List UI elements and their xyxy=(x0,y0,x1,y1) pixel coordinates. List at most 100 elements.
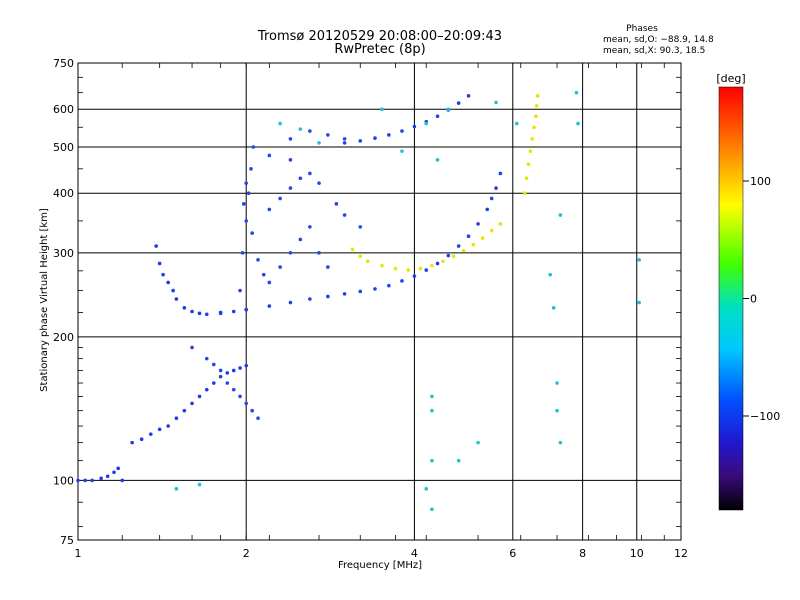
data-point xyxy=(298,127,303,131)
colorbar-tick-label: 0 xyxy=(750,293,757,306)
data-point xyxy=(418,266,423,271)
data-point xyxy=(244,219,249,223)
data-point xyxy=(576,121,580,126)
data-point xyxy=(551,306,556,310)
data-point xyxy=(424,121,429,126)
data-point xyxy=(250,408,254,413)
data-point xyxy=(231,309,236,314)
data-point xyxy=(380,263,384,268)
data-point xyxy=(317,181,321,185)
data-point xyxy=(534,114,538,119)
data-point xyxy=(298,237,303,242)
colorbar xyxy=(718,86,744,511)
data-point xyxy=(267,280,272,285)
data-point xyxy=(267,153,272,158)
data-point xyxy=(244,307,249,312)
data-point xyxy=(358,225,363,229)
data-point xyxy=(256,258,260,262)
data-point xyxy=(288,300,293,305)
chart-title: Tromsø 20120529 20:08:00–20:09:43 xyxy=(257,29,502,44)
data-point xyxy=(456,101,461,105)
data-point xyxy=(424,487,429,491)
data-point xyxy=(244,401,249,406)
data-point xyxy=(317,251,321,255)
data-point xyxy=(400,129,404,133)
data-point xyxy=(246,191,251,196)
data-point xyxy=(288,137,293,141)
data-point xyxy=(120,478,125,483)
data-point xyxy=(288,251,293,255)
colorbar-ticks: 100 0 −100 xyxy=(743,175,780,423)
x-tick-label: 2 xyxy=(243,547,250,560)
data-point xyxy=(461,248,466,253)
colorbar-tick-label: 100 xyxy=(750,175,771,188)
data-point xyxy=(161,272,165,277)
data-point xyxy=(116,466,120,471)
y-tick-label: 75 xyxy=(60,534,74,547)
data-point xyxy=(204,387,209,392)
data-point xyxy=(485,207,490,212)
data-point xyxy=(637,300,641,305)
data-point xyxy=(112,470,116,475)
data-point xyxy=(308,297,312,301)
data-point xyxy=(267,207,272,212)
data-point xyxy=(90,478,94,483)
grid-lines xyxy=(78,63,681,540)
data-point xyxy=(534,104,539,108)
data-point xyxy=(373,136,377,140)
x-tick-label: 1 xyxy=(75,547,82,560)
data-point xyxy=(373,287,377,291)
chart-subtitle: RwPretec (8p) xyxy=(334,42,425,57)
data-point xyxy=(326,265,330,269)
data-point xyxy=(365,259,370,264)
data-point xyxy=(451,254,456,259)
data-point xyxy=(166,424,170,428)
data-point xyxy=(358,254,363,259)
data-point xyxy=(342,213,347,217)
data-point xyxy=(238,288,242,293)
data-point xyxy=(471,242,476,247)
data-point xyxy=(244,181,249,185)
x-tick-label: 6 xyxy=(509,547,516,560)
data-point xyxy=(171,288,175,293)
data-point xyxy=(231,387,236,392)
data-point xyxy=(498,222,503,226)
data-point xyxy=(197,394,202,399)
data-point xyxy=(204,356,209,361)
data-point xyxy=(288,186,293,190)
data-point xyxy=(105,474,110,479)
phases-o-mode: mean, sd,O: −88.9, 14.8 xyxy=(603,35,714,45)
data-point xyxy=(288,158,293,162)
y-axis-label: Stationary phase Virtual Height [km] xyxy=(39,208,50,392)
data-point xyxy=(387,283,391,288)
data-point xyxy=(225,381,230,385)
data-point xyxy=(456,458,461,463)
data-point xyxy=(380,107,384,112)
data-point xyxy=(154,244,158,248)
y-tick-label: 300 xyxy=(53,247,74,260)
x-tick-label: 10 xyxy=(630,547,644,560)
data-point xyxy=(515,121,519,126)
data-point xyxy=(430,458,434,463)
data-point xyxy=(308,171,312,176)
x-axis-label: Frequency [MHz] xyxy=(338,560,422,571)
y-tick-label: 200 xyxy=(53,331,74,344)
data-point xyxy=(387,133,391,137)
x-tick-label: 12 xyxy=(674,547,688,560)
data-point xyxy=(489,228,494,233)
data-point xyxy=(244,363,249,368)
data-point xyxy=(528,149,533,153)
phases-heading: Phases xyxy=(626,24,658,34)
data-point xyxy=(190,401,194,406)
data-point xyxy=(250,231,254,235)
data-point xyxy=(480,236,485,240)
data-point xyxy=(174,297,179,301)
data-point xyxy=(446,253,451,258)
data-point xyxy=(197,482,202,487)
data-point xyxy=(342,137,347,141)
data-point xyxy=(526,162,531,167)
data-point xyxy=(524,176,529,181)
data-point xyxy=(476,440,480,445)
data-point xyxy=(278,196,282,201)
